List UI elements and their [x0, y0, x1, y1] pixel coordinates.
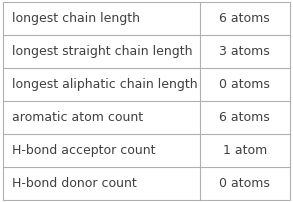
Text: longest straight chain length: longest straight chain length — [11, 45, 192, 58]
Text: 1 atom: 1 atom — [223, 144, 267, 157]
Text: H-bond donor count: H-bond donor count — [11, 177, 136, 190]
Text: 0 atoms: 0 atoms — [219, 177, 270, 190]
Text: 3 atoms: 3 atoms — [219, 45, 270, 58]
Text: 6 atoms: 6 atoms — [219, 12, 270, 25]
Text: aromatic atom count: aromatic atom count — [11, 111, 143, 124]
Text: longest aliphatic chain length: longest aliphatic chain length — [11, 78, 197, 91]
Text: H-bond acceptor count: H-bond acceptor count — [11, 144, 155, 157]
Text: 0 atoms: 0 atoms — [219, 78, 270, 91]
Text: longest chain length: longest chain length — [11, 12, 139, 25]
Text: 6 atoms: 6 atoms — [219, 111, 270, 124]
